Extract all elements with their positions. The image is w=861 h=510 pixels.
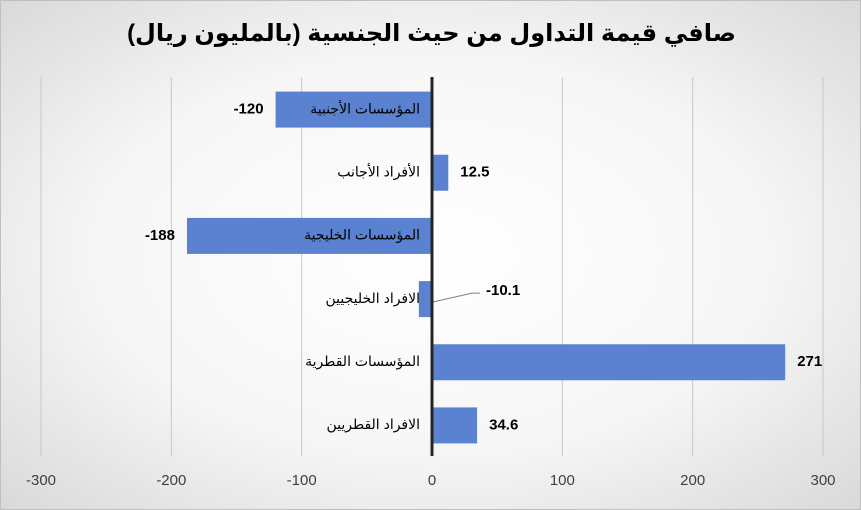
category-label: المؤسسات القطرية xyxy=(305,353,420,370)
x-tick-label: 300 xyxy=(810,472,835,489)
data-label: 12.5 xyxy=(460,164,489,181)
data-label: -188 xyxy=(145,227,175,244)
category-label: الافراد الخليجيين xyxy=(326,290,421,307)
chart-title: صافي قيمة التداول من حيث الجنسية (بالملي… xyxy=(127,20,736,47)
x-tick-label: 200 xyxy=(680,472,705,489)
data-label: 34.6 xyxy=(489,416,518,433)
category-label: الافراد القطريين xyxy=(326,416,420,433)
data-label: -10.1 xyxy=(486,282,520,299)
category-label: المؤسسات الأجنبية xyxy=(310,99,420,117)
x-tick-label: -200 xyxy=(156,472,186,489)
x-tick-label: 0 xyxy=(428,472,436,489)
bar xyxy=(432,154,449,191)
bar xyxy=(418,281,432,318)
bar xyxy=(275,91,432,128)
x-tick-label: -100 xyxy=(287,472,317,489)
category-label: الأفراد الأجانب xyxy=(337,162,420,180)
data-label: -120 xyxy=(234,101,264,118)
category-label: المؤسسات الخليجية xyxy=(304,227,420,244)
bar xyxy=(432,407,478,444)
bar xyxy=(186,217,432,254)
bar xyxy=(432,344,786,381)
data-label: 271 xyxy=(797,353,822,370)
x-tick-label: -300 xyxy=(26,472,56,489)
x-tick-label: 100 xyxy=(550,472,575,489)
leader-line xyxy=(427,292,480,304)
